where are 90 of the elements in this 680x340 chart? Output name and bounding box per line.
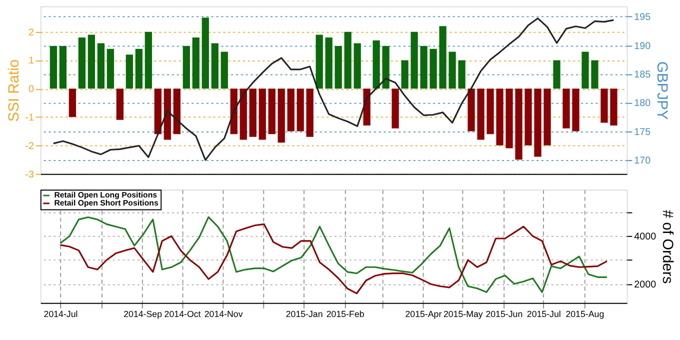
- y-tick-label: 1: [28, 56, 34, 67]
- bar: [50, 46, 58, 89]
- line-series: [52, 18, 615, 161]
- y-axis-title: SSI Ratio: [6, 59, 22, 122]
- y-tick-label: 4000: [634, 232, 657, 243]
- bar: [211, 43, 218, 89]
- y2-axis-title: GBPJPY: [654, 61, 670, 120]
- bar: [382, 46, 390, 89]
- bar: [173, 88, 180, 134]
- bar: [182, 46, 190, 89]
- x-tick-label: 2015-Feb: [326, 309, 364, 320]
- bar: [477, 88, 484, 140]
- bar: [515, 88, 522, 160]
- bar: [230, 88, 238, 134]
- bar: [135, 48, 142, 89]
- bar: [534, 88, 542, 157]
- x-tick-label: 2015-Jul: [526, 309, 561, 320]
- bar: [458, 60, 466, 89]
- bar: [97, 43, 105, 89]
- bar: [240, 88, 247, 140]
- y-tick-label: -3: [25, 169, 35, 180]
- x-tick-label: 2015-Apr: [405, 309, 442, 320]
- y-tick-label: -1: [25, 112, 34, 124]
- bar: [325, 38, 332, 89]
- y2-tick-label: 195: [634, 12, 652, 24]
- bar: [610, 88, 618, 126]
- bar: [392, 88, 399, 128]
- x-tick-label: 2015-Aug: [566, 309, 604, 320]
- bar: [258, 88, 266, 140]
- bar: [562, 88, 570, 128]
- legend-label: Retail Open Short Positions: [54, 198, 159, 208]
- y-tick-label: -2: [25, 140, 34, 152]
- y-axis-title: # of Orders: [658, 210, 675, 284]
- bar: [306, 88, 314, 137]
- bar: [164, 88, 171, 140]
- bar: [220, 52, 228, 89]
- x-tick-label: 2015-May: [443, 309, 484, 320]
- bar: [192, 38, 200, 89]
- bar: [506, 88, 513, 148]
- bar: [296, 88, 304, 132]
- bar: [287, 88, 294, 132]
- bar: [334, 46, 342, 89]
- x-tick-label: 2014-Jul: [44, 309, 78, 320]
- y2-tick-label: 185: [634, 69, 652, 80]
- bar: [448, 52, 456, 89]
- x-tick-label: 2015-Jan: [286, 309, 323, 320]
- y-tick-label: 2: [28, 27, 34, 38]
- y2-tick-label: 190: [634, 40, 652, 52]
- bar: [468, 88, 475, 132]
- bar: [268, 88, 276, 134]
- y2-tick-label: 175: [634, 126, 652, 138]
- bar: [486, 88, 494, 134]
- x-tick-label: 2015-Jun: [486, 309, 523, 320]
- bar: [144, 32, 152, 89]
- x-tick-label: 2014-Sep: [124, 309, 162, 320]
- bar: [439, 26, 446, 89]
- y2-tick-label: 180: [634, 98, 652, 110]
- legend-label: Retail Open Long Positions: [54, 190, 158, 200]
- bar: [430, 48, 437, 89]
- bar: [420, 46, 428, 89]
- bar: [316, 34, 323, 89]
- bar: [154, 88, 162, 134]
- bar: [600, 88, 608, 123]
- bar: [126, 54, 133, 89]
- y-tick-label: 0: [28, 84, 35, 96]
- x-tick-label: 2014-Nov: [204, 309, 244, 320]
- bar: [591, 60, 598, 89]
- bar: [572, 88, 580, 132]
- bar: [553, 60, 560, 89]
- bar: [68, 88, 76, 118]
- y2-tick-label: 170: [634, 156, 652, 167]
- bar: [544, 88, 551, 146]
- bar: [88, 34, 96, 89]
- bar: [278, 88, 285, 143]
- bar: [78, 38, 86, 89]
- bar: [401, 60, 408, 89]
- bar: [106, 48, 114, 89]
- bar: [372, 40, 380, 89]
- bar: [116, 88, 124, 120]
- bar: [582, 52, 589, 89]
- y-tick-label: 2000: [634, 279, 657, 290]
- bar: [202, 18, 209, 89]
- bar: [59, 46, 67, 89]
- bar: [524, 88, 532, 146]
- bar: [354, 43, 361, 89]
- bar: [496, 88, 504, 146]
- bar: [410, 32, 418, 89]
- bar: [344, 32, 352, 89]
- bar: [249, 88, 256, 137]
- x-tick-label: 2014-Oct: [164, 309, 202, 320]
